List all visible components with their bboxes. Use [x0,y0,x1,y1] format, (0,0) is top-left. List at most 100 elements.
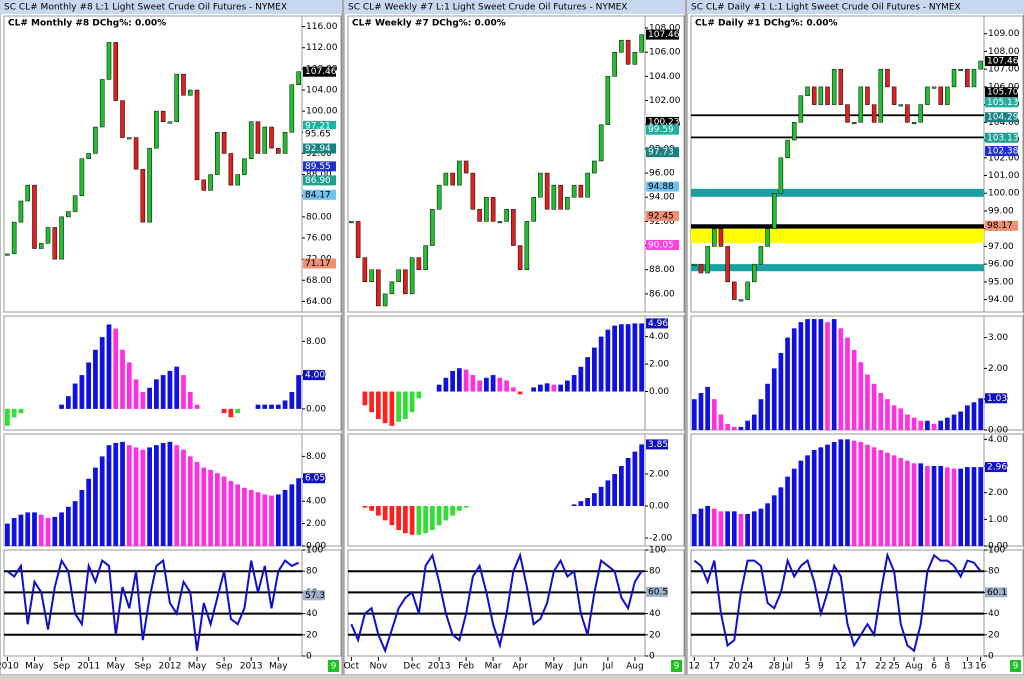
value-badge-label: 84.17 [305,190,331,200]
y-tick-label: 4.00 [649,332,669,342]
candle [571,184,577,198]
y-tick-label: 2.00 [988,364,1008,374]
y-tick-label: 80 [988,567,1000,577]
chart-title: CL# Monthly #8 DChg%: 0.00% [8,19,166,29]
value-badge [303,66,336,77]
candle [147,147,152,223]
histogram-bar [691,514,697,546]
candle [838,68,844,105]
histogram-bar [558,384,563,392]
histogram-bar [113,442,119,546]
histogram-bar [52,516,58,546]
histogram-bar [785,337,790,430]
histogram-bar [565,380,570,392]
candle [248,121,254,159]
candle [531,196,536,222]
histogram-bar [731,426,737,430]
candle [396,269,401,283]
histogram-bar [731,511,737,546]
y-tick-label: 88.00 [649,265,675,275]
histogram-bar [167,370,173,409]
histogram-bar [140,392,146,409]
histogram-bar [99,456,105,546]
histogram-bar [978,398,984,430]
candle [865,86,870,105]
candle [490,196,496,222]
histogram-bar [639,444,644,506]
histogram-bar [382,506,388,521]
histogram-bar [825,322,830,430]
panel [347,549,646,657]
corner-label: 9 [331,662,337,672]
histogram-bar [778,352,784,430]
candle [99,79,105,128]
histogram-bar [931,466,937,546]
axis-bg [983,549,1024,657]
candle [235,174,240,186]
candle [215,132,220,175]
value-badge-label: 107.46 [305,67,337,77]
histogram-bar [65,396,71,409]
histogram-bar [99,337,105,409]
value-badge-label: 92.45 [648,211,674,221]
candle [551,184,557,210]
candle [918,104,923,123]
histogram-bar [845,337,850,430]
candle [958,68,963,71]
y-tick-label: 96.00 [988,260,1014,270]
histogram-bar [409,506,415,535]
y-tick-label: 112.00 [306,43,338,53]
histogram-bar [160,375,166,409]
histogram-bar [592,347,597,392]
price-zone [691,264,984,272]
histogram-bar [423,506,428,534]
histogram-bar [106,324,112,409]
panel [3,15,303,313]
histogram-bar [738,514,744,546]
histogram-bar [544,383,550,392]
histogram-bar [918,463,924,546]
title-bar [344,0,685,14]
x-tick-label: 17 [855,662,866,672]
value-badge [646,239,679,250]
y-tick-label: 104.00 [306,86,338,96]
histogram-bar [174,445,180,546]
candle [831,68,837,105]
oscillator-line [6,558,300,651]
histogram-bar [578,366,584,392]
y-tick-label: 40 [306,609,318,619]
histogram-bar [805,319,810,430]
y-tick-label: 40 [988,609,1000,619]
value-badge [646,181,679,192]
y-tick-label: 0.00 [649,502,669,512]
candle [221,132,227,154]
histogram-bar [477,380,482,392]
candle [423,245,428,270]
candle [160,110,166,122]
value-badge-label: 2.96 [987,463,1007,473]
x-tick-label: Dec [403,662,420,672]
candle [712,228,717,247]
histogram-bar [181,449,186,546]
axis-bg [983,433,1024,547]
histogram-bar [362,506,368,508]
candle [484,196,489,222]
candle [845,104,850,123]
candle [978,60,983,70]
value-badge [303,143,336,154]
candle [524,221,530,270]
histogram-bar [798,460,804,546]
histogram-bar [369,391,374,413]
histogram-bar [416,506,422,535]
axis-bg [644,15,685,313]
histogram-bar [831,442,837,546]
histogram-bar [965,405,970,430]
x-tick-label: 22 [875,662,886,672]
histogram-bar [838,328,844,430]
value-badge-label: 94.88 [648,182,674,192]
candle [818,86,824,105]
candle [242,158,247,175]
y-tick-label: 108.00 [649,24,681,34]
candle [771,192,777,229]
value-badge-label: 104.29 [987,113,1019,123]
